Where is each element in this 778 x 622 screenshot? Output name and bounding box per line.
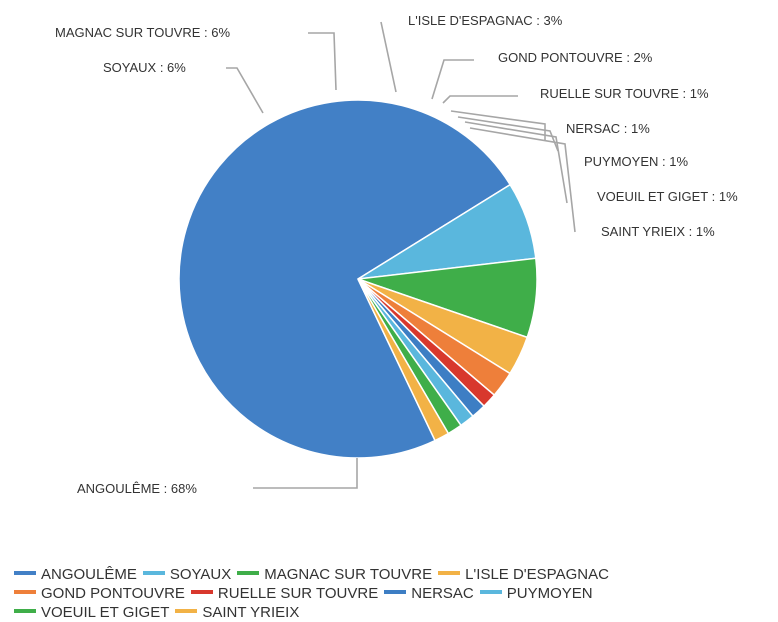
data-label-puymoyen: PUYMOYEN : 1% xyxy=(584,154,688,169)
legend-swatch-icon xyxy=(14,609,36,614)
legend-item-soyaux[interactable]: SOYAUX xyxy=(142,565,232,584)
data-label-l-isle-d-espagnac: L'ISLE D'ESPAGNAC : 3% xyxy=(408,13,563,28)
legend-row: GOND PONTOUVRE RUELLE SUR TOUVRE NERSAC PUY… xyxy=(14,584,774,603)
legend-label: VOEUIL ET GIGET xyxy=(41,604,170,621)
pie-slice-saint-yrieix xyxy=(357,278,450,442)
legend-item-magnac-sur-touvre[interactable]: MAGNAC SUR TOUVRE xyxy=(237,565,432,584)
legend-label: RUELLE SUR TOUVRE xyxy=(217,585,379,602)
pie-chart-canvas: ANGOULÊME : 68% SOYAUX : 6% MAGNAC SUR TOU… xyxy=(55,13,738,496)
legend-label: SOYAUX xyxy=(169,566,232,583)
legend-item-puymoyen[interactable]: PUYMOYEN xyxy=(479,584,593,603)
legend-swatch-icon xyxy=(190,590,213,595)
legend-swatch-icon xyxy=(175,609,198,614)
legend-label: GOND PONTOUVRE xyxy=(41,585,185,602)
leader-lines-group xyxy=(226,21,576,489)
leader-line-soyaux xyxy=(226,67,264,114)
legend-item-l-isle-d-espagnac[interactable]: L'ISLE D'ESPAGNAC xyxy=(438,565,609,584)
legend-swatch-icon xyxy=(142,571,165,576)
data-label-magnac-sur-touvre: MAGNAC SUR TOUVRE : 6% xyxy=(55,25,230,40)
legend-item-ruelle-sur-touvre[interactable]: RUELLE SUR TOUVRE xyxy=(190,584,379,603)
leader-line-angouleme xyxy=(253,458,358,489)
data-label-angouleme: ANGOULÊME : 68% xyxy=(77,481,197,496)
legend-label: PUYMOYEN xyxy=(506,585,593,602)
leader-line-saint-yrieix xyxy=(469,127,576,233)
legend-swatch-icon xyxy=(14,571,36,576)
leader-line-puymoyen xyxy=(457,116,559,152)
data-label-saint-yrieix: SAINT YRIEIX : 1% xyxy=(601,224,715,239)
data-label-ruelle-sur-touvre: RUELLE SUR TOUVRE : 1% xyxy=(540,86,709,101)
pie-slice-angouleme xyxy=(178,99,512,459)
data-label-soyaux: SOYAUX : 6% xyxy=(103,60,186,75)
legend-label: L'ISLE D'ESPAGNAC xyxy=(465,566,609,583)
leader-line-l-isle-d-espagnac xyxy=(380,21,397,93)
legend-item-nersac[interactable]: NERSAC xyxy=(384,584,474,603)
legend-item-gond-pontouvre[interactable]: GOND PONTOUVRE xyxy=(14,584,185,603)
leader-line-voeuil-et-giget xyxy=(464,121,568,204)
leader-line-ruelle-sur-touvre xyxy=(442,95,518,104)
legend: ANGOULÊME SOYAUX MAGNAC SUR TOUVRE L'ISLE D… xyxy=(14,565,774,622)
legend-swatch-icon xyxy=(384,590,407,595)
legend-swatch-icon xyxy=(237,571,260,576)
slices-group xyxy=(178,99,538,459)
legend-row: ANGOULÊME SOYAUX MAGNAC SUR TOUVRE L'ISLE D… xyxy=(14,565,774,584)
leader-line-magnac-sur-touvre xyxy=(308,32,337,91)
legend-row: VOEUIL ET GIGET SAINT YRIEIX xyxy=(14,603,774,622)
legend-label: MAGNAC SUR TOUVRE xyxy=(264,566,433,583)
legend-swatch-icon xyxy=(14,590,36,595)
legend-label: ANGOULÊME xyxy=(41,566,137,583)
legend-label: NERSAC xyxy=(411,585,474,602)
data-label-voeuil-et-giget: VOEUIL ET GIGET : 1% xyxy=(597,189,738,204)
data-label-nersac: NERSAC : 1% xyxy=(566,121,650,136)
legend-label: SAINT YRIEIX xyxy=(202,604,300,621)
data-label-gond-pontouvre: GOND PONTOUVRE : 2% xyxy=(498,50,653,65)
legend-item-angouleme[interactable]: ANGOULÊME xyxy=(14,565,137,584)
legend-swatch-icon xyxy=(438,571,461,576)
legend-item-saint-yrieix[interactable]: SAINT YRIEIX xyxy=(175,603,299,622)
leader-line-gond-pontouvre xyxy=(431,59,474,100)
slice-labels-group: ANGOULÊME : 68% SOYAUX : 6% MAGNAC SUR TOU… xyxy=(55,13,738,496)
legend-swatch-icon xyxy=(479,590,502,595)
legend-item-voeuil-et-giget[interactable]: VOEUIL ET GIGET xyxy=(14,603,169,622)
